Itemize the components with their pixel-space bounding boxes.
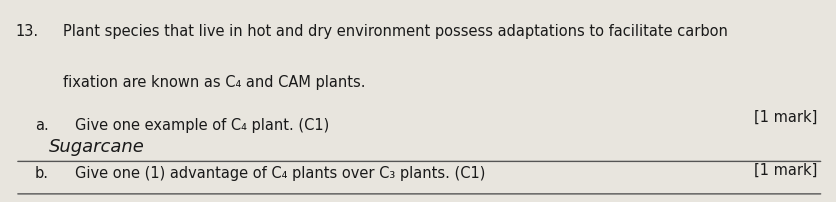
Text: Sugarcane: Sugarcane [48, 137, 145, 155]
Text: 13.: 13. [15, 24, 38, 39]
Text: [1 mark]: [1 mark] [754, 109, 818, 124]
Text: a.: a. [35, 117, 48, 132]
Text: Plant species that live in hot and dry environment possess adaptations to facili: Plant species that live in hot and dry e… [63, 24, 727, 39]
Text: b.: b. [35, 166, 49, 181]
Text: Give one (1) advantage of C₄ plants over C₃ plants. (C1): Give one (1) advantage of C₄ plants over… [75, 166, 486, 181]
Text: Give one example of C₄ plant. (C1): Give one example of C₄ plant. (C1) [75, 117, 329, 132]
Text: [1 mark]: [1 mark] [754, 162, 818, 177]
Text: fixation are known as C₄ and CAM plants.: fixation are known as C₄ and CAM plants. [63, 75, 365, 90]
